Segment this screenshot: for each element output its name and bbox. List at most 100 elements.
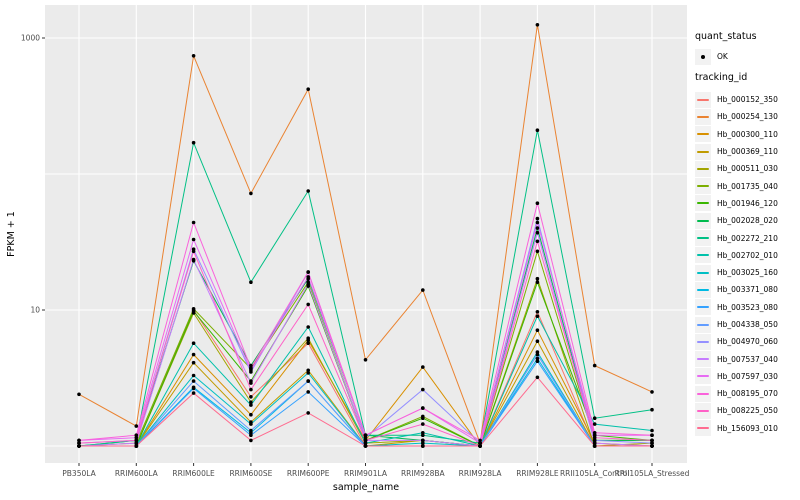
legend-line-icon bbox=[697, 340, 709, 343]
data-point bbox=[191, 54, 196, 58]
data-point bbox=[535, 230, 540, 235]
data-point bbox=[191, 373, 196, 378]
data-point bbox=[592, 441, 597, 445]
data-point bbox=[478, 444, 482, 448]
data-point bbox=[363, 433, 368, 438]
data-point bbox=[306, 270, 311, 274]
legend-key-swatch bbox=[695, 91, 711, 108]
data-point bbox=[421, 438, 425, 443]
data-point bbox=[650, 390, 654, 394]
legend-key-swatch bbox=[695, 402, 711, 419]
legend-entry-label: Hb_003025_160 bbox=[717, 268, 778, 278]
data-point bbox=[306, 336, 311, 341]
data-point bbox=[421, 416, 425, 421]
legend-key-swatch bbox=[695, 126, 711, 143]
legend-key-swatch bbox=[695, 316, 711, 333]
data-point bbox=[306, 341, 311, 346]
legend-line-icon bbox=[697, 392, 709, 395]
data-point bbox=[592, 422, 597, 426]
data-point bbox=[191, 220, 196, 225]
data-point bbox=[535, 226, 540, 230]
data-point bbox=[191, 341, 196, 346]
legend-entry-label: Hb_001735_040 bbox=[717, 181, 778, 191]
legend-entry-Hb_003371_080: Hb_003371_080 bbox=[695, 281, 778, 298]
legend-entry-label: Hb_001946_120 bbox=[717, 198, 778, 208]
legend-key-swatch bbox=[695, 420, 711, 437]
data-point bbox=[535, 314, 540, 319]
data-point bbox=[306, 325, 311, 329]
x-tick-label: RRIM928LA bbox=[459, 469, 503, 478]
data-point bbox=[134, 435, 139, 440]
legend-entry-Hb_000254_130: Hb_000254_130 bbox=[695, 108, 778, 125]
x-tick-label: PB350LA bbox=[62, 469, 96, 478]
legend-line-icon bbox=[697, 150, 709, 153]
legend-key-swatch bbox=[695, 212, 711, 229]
data-point bbox=[249, 280, 253, 285]
data-point bbox=[421, 406, 425, 410]
legend-line-icon bbox=[697, 358, 709, 361]
data-point bbox=[249, 387, 253, 392]
data-point bbox=[191, 391, 196, 395]
data-point bbox=[363, 435, 368, 440]
legend-key-swatch bbox=[695, 368, 711, 385]
data-point bbox=[249, 400, 253, 405]
legend-entry-label: Hb_002702_010 bbox=[717, 250, 778, 260]
legend-key-swatch bbox=[695, 160, 711, 177]
legend-line-icon bbox=[697, 409, 709, 412]
x-tick-label: RRII105LA_Control bbox=[560, 469, 630, 478]
data-point bbox=[650, 441, 654, 445]
legend: quant_status OK tracking_id Hb_000152_35… bbox=[693, 0, 799, 500]
legend-line-icon bbox=[697, 133, 709, 136]
legend-key-swatch bbox=[695, 264, 711, 281]
data-point bbox=[134, 438, 139, 443]
data-point bbox=[249, 422, 253, 426]
data-point bbox=[535, 128, 540, 132]
data-point bbox=[592, 363, 597, 368]
data-point bbox=[191, 257, 196, 262]
data-point bbox=[650, 407, 654, 412]
data-point bbox=[191, 140, 196, 145]
legend-entry-Hb_000152_350: Hb_000152_350 bbox=[695, 91, 778, 108]
legend-entry-label: Hb_003371_080 bbox=[717, 285, 778, 295]
data-point bbox=[535, 23, 540, 27]
data-point bbox=[535, 339, 540, 344]
data-point bbox=[650, 428, 654, 433]
data-point bbox=[535, 328, 540, 333]
legend-entry-label: Hb_000369_110 bbox=[717, 147, 778, 157]
data-point bbox=[249, 366, 253, 370]
data-point bbox=[306, 302, 311, 307]
legend-line-icon bbox=[697, 115, 709, 118]
legend-line-icon bbox=[697, 202, 709, 205]
data-point bbox=[421, 422, 425, 426]
data-point bbox=[535, 239, 540, 244]
legend-entry-Hb_008195_070: Hb_008195_070 bbox=[695, 385, 778, 402]
data-point bbox=[650, 438, 654, 443]
data-point bbox=[535, 375, 540, 380]
legend-line-icon bbox=[697, 185, 709, 188]
data-point bbox=[249, 438, 253, 443]
data-point bbox=[306, 189, 311, 193]
data-point bbox=[478, 438, 482, 443]
legend-key-swatch bbox=[695, 299, 711, 316]
data-point bbox=[592, 431, 597, 435]
legend-line-icon bbox=[697, 219, 709, 222]
legend-key-swatch bbox=[695, 333, 711, 350]
legend-line-icon bbox=[697, 254, 709, 257]
legend-line-icon bbox=[697, 167, 709, 170]
data-point bbox=[650, 444, 654, 448]
legend-entry-label: Hb_000152_350 bbox=[717, 95, 778, 105]
data-point bbox=[306, 379, 311, 383]
legend-line-icon bbox=[697, 306, 709, 309]
legend-entry-label: Hb_003523_080 bbox=[717, 302, 778, 312]
data-point bbox=[134, 433, 139, 438]
x-axis-title: sample_name bbox=[333, 482, 399, 493]
data-point bbox=[535, 350, 540, 354]
data-point bbox=[191, 352, 196, 357]
data-point bbox=[77, 438, 81, 443]
legend-line-icon bbox=[697, 271, 709, 274]
legend-entry-label: Hb_008195_070 bbox=[717, 389, 778, 399]
legend-entry-Hb_004970_060: Hb_004970_060 bbox=[695, 333, 778, 350]
data-point bbox=[191, 379, 196, 383]
legend-line-icon bbox=[697, 98, 709, 101]
data-point bbox=[592, 444, 597, 448]
